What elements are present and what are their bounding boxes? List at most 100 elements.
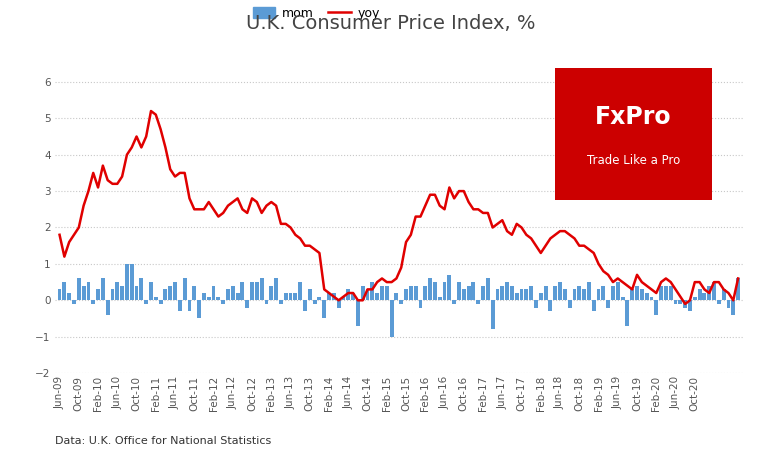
Text: Trade Like a Pro: Trade Like a Pro (586, 154, 680, 167)
Bar (135, 286, 138, 300)
Bar (346, 289, 350, 300)
Bar (269, 286, 273, 300)
Bar (260, 278, 264, 300)
Bar (110, 289, 114, 300)
Bar (519, 289, 523, 300)
Bar (467, 286, 471, 300)
Bar (327, 293, 331, 300)
Bar (284, 293, 288, 300)
Bar (726, 300, 730, 308)
Legend: mom, yoy: mom, yoy (248, 2, 385, 25)
Bar (241, 282, 244, 300)
Bar (510, 286, 514, 300)
Bar (702, 293, 706, 300)
Bar (139, 278, 143, 300)
Bar (558, 282, 562, 300)
Bar (496, 289, 500, 300)
Bar (289, 293, 292, 300)
Bar (313, 300, 317, 304)
Bar (736, 278, 740, 300)
Bar (679, 300, 682, 304)
Bar (217, 297, 221, 300)
Bar (543, 286, 547, 300)
Bar (683, 300, 687, 308)
Bar (505, 282, 509, 300)
Bar (197, 300, 201, 318)
Bar (409, 286, 413, 300)
Bar (389, 300, 393, 337)
Bar (568, 300, 572, 308)
Bar (616, 282, 619, 300)
Bar (188, 300, 192, 311)
Bar (322, 300, 326, 318)
Bar (120, 286, 124, 300)
Bar (597, 289, 601, 300)
Bar (375, 293, 379, 300)
Bar (298, 282, 302, 300)
Bar (587, 282, 591, 300)
Bar (621, 297, 625, 300)
Bar (655, 300, 658, 315)
Bar (664, 286, 668, 300)
Bar (91, 300, 95, 304)
Bar (246, 300, 249, 308)
Bar (58, 289, 62, 300)
Bar (472, 282, 475, 300)
Bar (688, 300, 692, 311)
Bar (206, 297, 210, 300)
Bar (192, 286, 196, 300)
Bar (342, 297, 346, 300)
Bar (698, 289, 701, 300)
Bar (125, 264, 129, 300)
Bar (707, 286, 711, 300)
Bar (264, 300, 268, 304)
Bar (534, 300, 538, 308)
Bar (722, 289, 726, 300)
Bar (601, 286, 605, 300)
Bar (447, 275, 451, 300)
Bar (650, 297, 654, 300)
Bar (87, 282, 91, 300)
Bar (659, 286, 663, 300)
Bar (640, 289, 644, 300)
Bar (554, 286, 557, 300)
Bar (673, 300, 677, 304)
Bar (163, 289, 167, 300)
Bar (400, 300, 404, 304)
Bar (433, 282, 437, 300)
Bar (279, 300, 283, 304)
Bar (63, 282, 66, 300)
Bar (669, 286, 673, 300)
Bar (101, 278, 105, 300)
Bar (144, 300, 148, 304)
Bar (563, 289, 567, 300)
Bar (356, 300, 360, 326)
Bar (491, 300, 494, 329)
Bar (168, 286, 172, 300)
Bar (337, 300, 341, 308)
Bar (592, 300, 596, 311)
Bar (500, 286, 504, 300)
Bar (630, 289, 634, 300)
Bar (717, 300, 721, 304)
Bar (606, 300, 610, 308)
Bar (525, 289, 529, 300)
Bar (106, 300, 109, 315)
Bar (226, 289, 230, 300)
Bar (515, 293, 518, 300)
Bar (72, 300, 76, 304)
Bar (81, 286, 85, 300)
Bar (582, 289, 586, 300)
Bar (235, 293, 239, 300)
Bar (116, 282, 119, 300)
Bar (371, 282, 375, 300)
Bar (404, 289, 408, 300)
Bar (96, 289, 100, 300)
Bar (572, 289, 576, 300)
Bar (303, 300, 307, 311)
Bar (130, 264, 134, 300)
Text: U.K. Consumer Price Index, %: U.K. Consumer Price Index, % (246, 14, 536, 33)
Bar (577, 286, 581, 300)
Bar (178, 300, 181, 311)
Bar (293, 293, 297, 300)
